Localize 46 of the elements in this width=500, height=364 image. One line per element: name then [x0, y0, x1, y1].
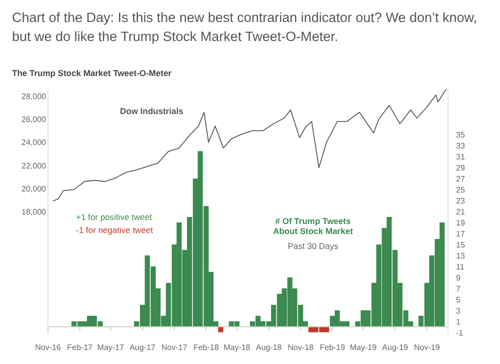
- y-tick-label: 24,000: [22, 138, 47, 148]
- y-tick-label: 22,000: [22, 161, 47, 170]
- text: Dow Industrials: [120, 106, 184, 116]
- y2-tick-label: 27: [456, 174, 466, 184]
- y2-tick-label: 11: [456, 262, 465, 272]
- y2-tick-label: -1: [456, 328, 464, 338]
- annotation: +1 for positive tweet: [76, 212, 152, 222]
- y2-tick-label: 21: [456, 208, 466, 216]
- y2-tick-label: 15: [456, 240, 466, 250]
- x-tick-label: Nov-18: [288, 343, 314, 352]
- x-tick-label: Aug-17: [130, 343, 156, 352]
- x-tick-label: Feb-17: [67, 343, 94, 352]
- y-tick-label: 18,000: [22, 208, 47, 216]
- y2-tick-label: 23: [456, 196, 466, 206]
- y2-tick-label: 31: [456, 152, 466, 162]
- x-tick-label: May-18: [224, 343, 251, 352]
- annotation: -1 for negative tweet: [76, 225, 154, 235]
- x-tick-label: Feb-18: [193, 343, 220, 352]
- chart-title: The Trump Stock Market Tweet-O-Meter: [12, 68, 172, 78]
- x-tick-label: Feb-19: [320, 343, 346, 352]
- text: # Of Trump Tweets About Stock Market: [273, 216, 354, 236]
- y2-tick-label: 35: [456, 130, 466, 140]
- x-tick-label: Aug-19: [382, 343, 409, 352]
- y-tick-label: 28,000: [22, 92, 47, 102]
- y2-tick-label: 25: [456, 186, 466, 195]
- x-tick-label: Nov-16: [35, 343, 62, 352]
- y2-tick-label: 13: [456, 251, 466, 260]
- annotation: Past 30 Days: [288, 241, 338, 251]
- chart-subtitle: Chart of the Day: Is this the new best contrarian indicator out? We don’t know, but we do like the Trump Stock Market Tweet-O-Meter.: [12, 9, 478, 46]
- x-tick-label: Aug-18: [256, 343, 282, 352]
- y2-tick-label: 3: [456, 306, 461, 316]
- y2-tick-label: 29: [456, 164, 466, 173]
- y2-tick-label: 5: [456, 295, 461, 304]
- line-series: [52, 88, 447, 202]
- y2-tick-label: 19: [456, 218, 466, 228]
- y2-tick-label: 33: [456, 142, 466, 151]
- x-tick-label: May-17: [97, 343, 125, 352]
- x-tick-label: Nov-17: [161, 343, 188, 352]
- y2-tick-label: 9: [456, 273, 461, 282]
- y-tick-label: 20,000: [22, 184, 47, 194]
- y2-tick-label: 7: [456, 284, 461, 294]
- y2-tick-label: 1: [456, 317, 461, 326]
- y2-tick-label: 17: [456, 229, 466, 238]
- y-tick-label: 26,000: [22, 115, 47, 124]
- x-tick-label: May-19: [350, 343, 378, 352]
- x-tick-label: Nov-19: [414, 343, 440, 352]
